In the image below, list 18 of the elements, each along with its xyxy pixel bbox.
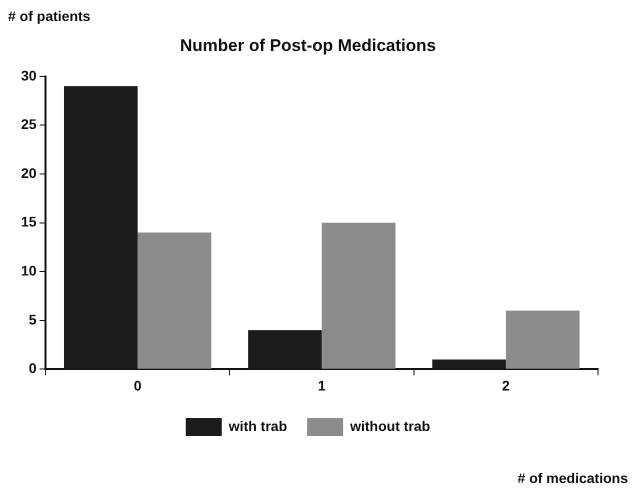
bar: [138, 232, 212, 369]
bar: [506, 310, 580, 369]
y-tick-label: 0: [28, 360, 37, 376]
y-axis-title: # of patients: [8, 8, 90, 24]
y-tick-label: 10: [20, 262, 37, 278]
x-tick-label: 0: [134, 377, 142, 394]
legend-label: without trab: [349, 418, 430, 434]
y-tick-label: 20: [20, 164, 37, 181]
text: # of medications: [518, 470, 628, 486]
legend-label: with trab: [228, 418, 288, 434]
chart-title: Number of Post-op Medications: [180, 36, 436, 55]
x-tick-label: 1: [318, 377, 326, 394]
bar: [322, 222, 396, 369]
y-tick-label: 5: [28, 311, 37, 328]
y-tick-label: 25: [20, 116, 37, 132]
x-tick-label: 2: [502, 377, 510, 394]
y-tick-label: 30: [20, 67, 37, 84]
y-tick-label: 15: [20, 214, 37, 230]
